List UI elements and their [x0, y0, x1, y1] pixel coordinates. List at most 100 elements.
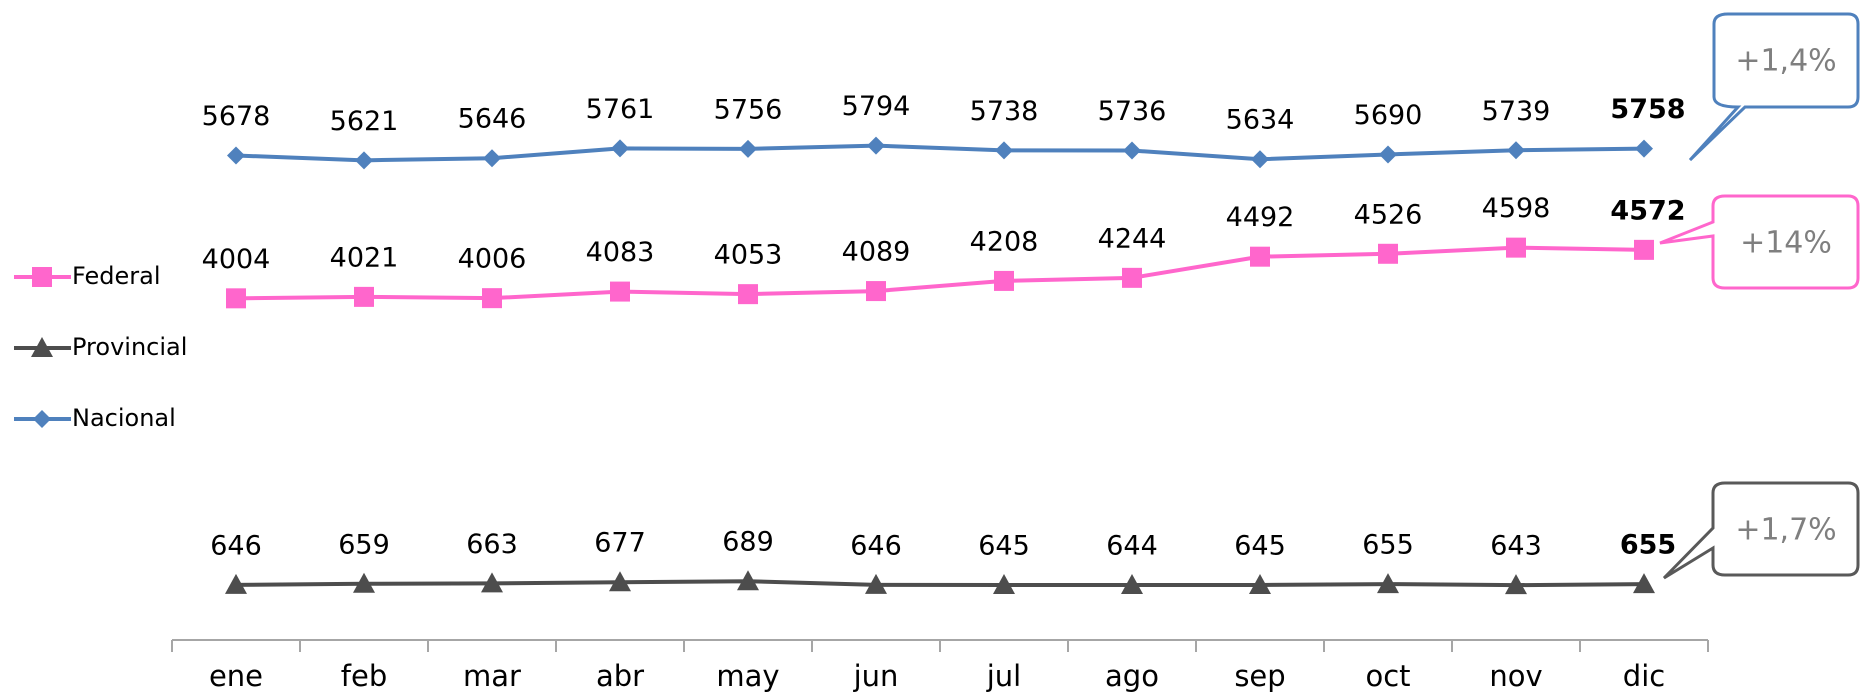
callout: +1,7%	[1662, 481, 1860, 580]
value-label: 4526	[1354, 199, 1423, 230]
x-tick-label: sep	[1234, 659, 1285, 693]
x-tick-label: dic	[1623, 659, 1665, 693]
value-label: 4089	[842, 237, 911, 268]
value-label: 677	[594, 528, 646, 559]
value-label: 4006	[458, 244, 527, 275]
value-label: 689	[722, 527, 774, 558]
callout: +14%	[1659, 194, 1860, 290]
marker	[354, 286, 374, 307]
x-tick-label: jul	[986, 659, 1022, 693]
marker	[865, 573, 887, 594]
callout: +1,4%	[1688, 12, 1860, 162]
marker	[1251, 150, 1269, 169]
value-label: 4021	[330, 242, 399, 273]
marker	[737, 570, 759, 591]
callout-text: +1,7%	[1735, 513, 1836, 548]
marker	[995, 141, 1013, 160]
series-line	[235, 245, 1645, 301]
marker	[1506, 237, 1526, 258]
marker	[1634, 239, 1654, 260]
value-label: 5621	[330, 106, 399, 137]
marker	[609, 571, 631, 592]
value-label: 4572	[1610, 195, 1685, 226]
value-label: 646	[210, 530, 262, 561]
legend-marker	[33, 410, 51, 428]
value-label: 659	[338, 529, 390, 560]
marker	[1379, 145, 1397, 164]
value-label: 5761	[586, 94, 655, 125]
legend-label: Federal	[72, 262, 161, 290]
value-label: 663	[466, 529, 518, 560]
marker	[1121, 574, 1143, 595]
value-label: 655	[1620, 530, 1676, 561]
marker	[226, 288, 246, 309]
marker	[482, 288, 502, 309]
value-label: 5794	[842, 91, 911, 122]
legend-marker	[32, 267, 52, 287]
x-tick-label: feb	[341, 659, 387, 693]
x-tick-label: may	[716, 659, 779, 693]
marker	[739, 139, 757, 158]
marker	[1377, 573, 1399, 594]
x-tick-label: ago	[1105, 659, 1159, 693]
value-label: 5634	[1226, 105, 1295, 136]
marker	[866, 281, 886, 302]
value-label: 5678	[202, 101, 271, 132]
marker	[1507, 141, 1525, 160]
legend-label: Nacional	[72, 404, 176, 432]
value-label: 4004	[202, 244, 271, 275]
x-tick-label: abr	[596, 659, 644, 693]
value-label: 655	[1362, 530, 1414, 561]
marker	[738, 284, 758, 305]
series-line	[235, 143, 1645, 163]
value-label: 4598	[1482, 193, 1551, 224]
value-label: 5690	[1354, 100, 1423, 131]
marker	[610, 281, 630, 302]
marker	[994, 270, 1014, 291]
marker	[225, 573, 247, 594]
value-label: 5646	[458, 104, 527, 135]
legend-label: Provincial	[72, 333, 187, 361]
value-label: 645	[978, 530, 1030, 561]
marker	[1633, 573, 1655, 594]
x-tick-label: ene	[209, 659, 263, 693]
value-label: 4208	[970, 226, 1039, 257]
marker	[227, 146, 245, 165]
callout-text: +14%	[1740, 226, 1832, 261]
marker	[1249, 573, 1271, 594]
marker	[481, 572, 503, 593]
marker	[1635, 139, 1653, 158]
value-label: 5758	[1610, 94, 1685, 125]
value-label: 4244	[1098, 223, 1167, 254]
value-label: 5736	[1098, 96, 1167, 127]
marker	[611, 139, 629, 158]
series-line	[235, 579, 1645, 588]
legend-marker	[31, 337, 53, 357]
marker	[355, 151, 373, 170]
value-label: 4083	[586, 237, 655, 268]
x-tick-label: nov	[1489, 659, 1542, 693]
x-tick-label: jun	[853, 659, 899, 693]
marker	[1250, 246, 1270, 267]
marker	[867, 136, 885, 155]
marker	[1378, 243, 1398, 264]
marker	[1505, 574, 1527, 595]
marker	[993, 573, 1015, 594]
value-label: 645	[1234, 530, 1286, 561]
marker	[1122, 267, 1142, 288]
marker	[483, 149, 501, 168]
value-label: 5738	[970, 96, 1039, 127]
value-label: 4053	[714, 240, 783, 271]
marker	[353, 572, 375, 593]
value-label: 5739	[1482, 96, 1551, 127]
x-tick-label: oct	[1365, 659, 1410, 693]
x-tick-label: mar	[463, 659, 521, 693]
value-label: 4492	[1226, 202, 1295, 233]
value-label: 644	[1106, 531, 1158, 562]
value-label: 643	[1490, 531, 1542, 562]
value-label: 646	[850, 530, 902, 561]
marker	[1123, 141, 1141, 160]
callout-text: +1,4%	[1735, 44, 1836, 79]
value-label: 5756	[714, 94, 783, 125]
